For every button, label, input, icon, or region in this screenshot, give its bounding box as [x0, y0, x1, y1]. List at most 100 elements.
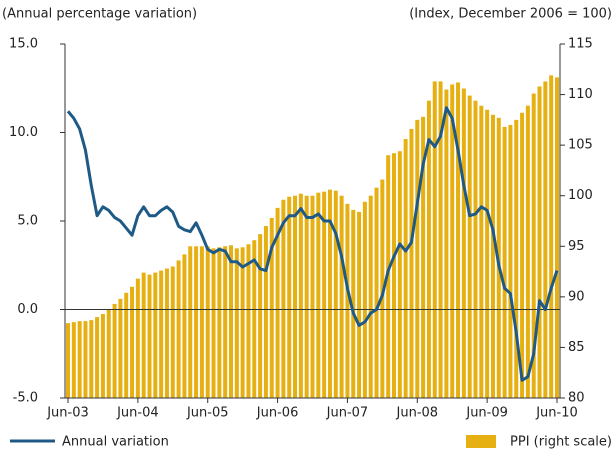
bar [298, 193, 303, 398]
bar [211, 248, 216, 398]
bar [304, 195, 309, 398]
y2-tick-label: 105 [568, 138, 593, 153]
legend-label: PPI (right scale) [510, 435, 612, 450]
bar [83, 321, 88, 398]
bar [555, 77, 559, 399]
bar [205, 246, 210, 398]
bar [124, 292, 129, 398]
y2-tick-label: 80 [568, 391, 585, 406]
bar [351, 209, 356, 398]
bar [432, 81, 437, 399]
bar [135, 278, 140, 398]
line [66, 106, 559, 382]
bar [543, 81, 548, 399]
bar [438, 81, 443, 399]
bar [112, 303, 117, 398]
bar [357, 211, 362, 398]
bar [403, 139, 408, 398]
y2-tick-label: 95 [568, 239, 585, 254]
bar [415, 119, 420, 398]
x-tick-label: Jun-10 [535, 406, 578, 421]
bar [118, 298, 123, 398]
bar [164, 268, 169, 398]
bar [339, 195, 344, 398]
bar [66, 323, 70, 398]
bar [77, 321, 82, 398]
y2-axis-label: (Index, December 2006 = 100) [409, 7, 612, 22]
bar [549, 75, 554, 399]
bar [246, 244, 251, 398]
bar [525, 105, 530, 398]
x-tick-label: Jun-05 [186, 406, 229, 421]
bar [182, 254, 187, 398]
bar [456, 82, 461, 398]
y2-tick-label: 90 [568, 289, 585, 304]
bar [153, 272, 158, 398]
y-axis-label: (Annual percentage variation) [2, 7, 197, 22]
y2-tick-label: 100 [568, 188, 593, 203]
bar [467, 95, 472, 398]
y2-tick-label: 110 [568, 87, 593, 102]
x-tick-label: Jun-07 [326, 406, 369, 421]
bar [333, 190, 338, 398]
bar [490, 114, 495, 399]
bar [450, 84, 455, 398]
legend-swatch [466, 435, 496, 448]
bar [461, 88, 466, 398]
bar [100, 314, 105, 398]
x-tick-label: Jun-04 [116, 406, 159, 421]
x-tick-label: Jun-06 [256, 406, 299, 421]
bar [322, 191, 327, 398]
bar [397, 151, 402, 398]
bar [485, 109, 490, 398]
bar [71, 322, 76, 398]
bar [176, 260, 181, 398]
bar [269, 217, 274, 398]
bar [514, 119, 519, 398]
bar [234, 248, 239, 398]
bar [409, 128, 414, 398]
bar [240, 247, 245, 398]
bar [479, 105, 484, 398]
bar [368, 195, 373, 398]
bar [426, 100, 431, 398]
bar [281, 199, 286, 398]
legend-label: Annual variation [62, 435, 169, 450]
bar [380, 179, 385, 398]
bar [345, 203, 350, 398]
bar [252, 240, 257, 398]
bar [421, 116, 426, 398]
bar [141, 272, 146, 398]
bar [258, 234, 263, 398]
y2-tick-label: 85 [568, 340, 585, 355]
bar [223, 246, 228, 398]
bar [130, 286, 135, 398]
y2-tick-label: 115 [568, 37, 593, 52]
y-tick-label: 15.0 [9, 37, 38, 52]
x-tick-label: Jun-03 [46, 406, 89, 421]
bar [316, 192, 321, 398]
x-tick-label: Jun-09 [465, 406, 508, 421]
y-tick-label: 10.0 [9, 125, 38, 140]
bar [159, 270, 164, 398]
bar [229, 245, 233, 398]
x-tick-label: Jun-08 [396, 406, 439, 421]
bar [95, 317, 100, 398]
bar [310, 195, 315, 398]
bar [392, 153, 396, 398]
bar [362, 201, 367, 398]
bar [199, 246, 204, 398]
y-tick-label: 5.0 [17, 214, 38, 229]
y-tick-label: -5.0 [13, 391, 38, 406]
bar [537, 86, 542, 398]
bar [520, 112, 525, 398]
bar [327, 189, 332, 398]
bar [106, 308, 111, 398]
bar [473, 100, 478, 398]
bar [374, 187, 379, 398]
bar [217, 247, 222, 398]
bar [508, 124, 513, 399]
bar [188, 246, 193, 398]
